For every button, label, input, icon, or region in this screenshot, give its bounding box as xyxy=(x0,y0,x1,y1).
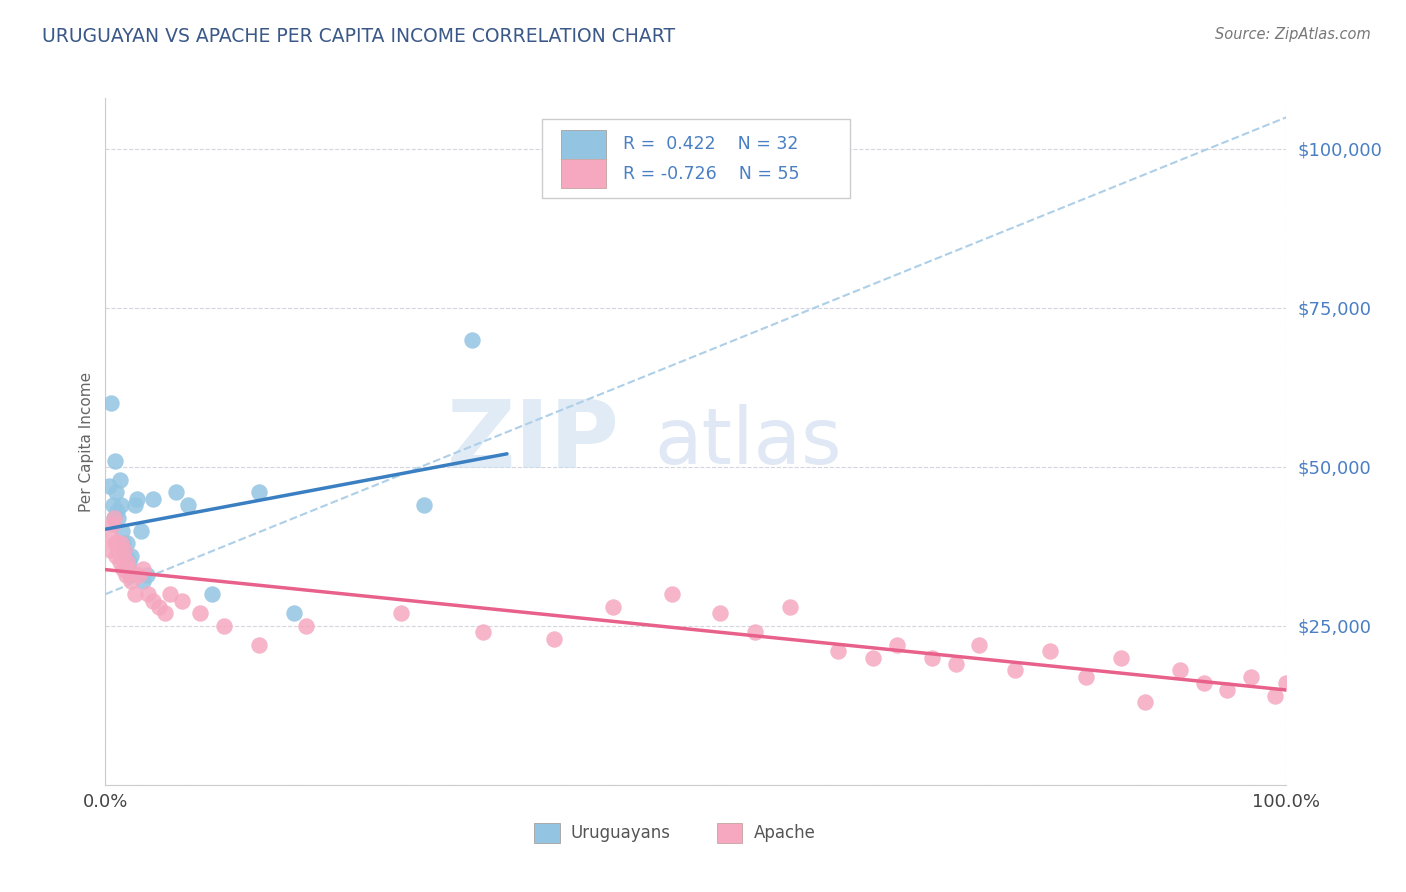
Point xyxy=(103,511,125,525)
Point xyxy=(136,587,159,601)
Point xyxy=(111,524,134,538)
Point xyxy=(112,542,135,557)
Text: Source: ZipAtlas.com: Source: ZipAtlas.com xyxy=(1215,27,1371,42)
Point xyxy=(132,574,155,589)
Point xyxy=(124,498,146,512)
Text: Uruguayans: Uruguayans xyxy=(571,824,671,842)
Bar xyxy=(543,119,849,198)
Point xyxy=(110,536,132,550)
Text: URUGUAYAN VS APACHE PER CAPITA INCOME CORRELATION CHART: URUGUAYAN VS APACHE PER CAPITA INCOME CO… xyxy=(42,27,675,45)
Point xyxy=(111,549,134,563)
Point xyxy=(142,593,165,607)
Point xyxy=(100,396,122,410)
Point xyxy=(100,530,122,544)
Point xyxy=(142,491,165,506)
Point xyxy=(124,587,146,601)
Point xyxy=(103,511,125,525)
Point xyxy=(101,517,124,532)
Point xyxy=(1240,670,1263,684)
Point xyxy=(98,479,121,493)
Point xyxy=(107,542,129,557)
Bar xyxy=(561,129,606,159)
Point xyxy=(1004,664,1026,678)
Point xyxy=(969,638,991,652)
Point xyxy=(602,599,624,614)
Point xyxy=(114,549,136,563)
Text: R = -0.726    N = 55: R = -0.726 N = 55 xyxy=(623,165,799,183)
Point xyxy=(177,498,200,512)
Point xyxy=(108,473,131,487)
Point xyxy=(115,555,138,569)
Point xyxy=(104,536,127,550)
Text: ZIP: ZIP xyxy=(446,395,619,488)
Point xyxy=(112,542,135,557)
Text: R =  0.422    N = 32: R = 0.422 N = 32 xyxy=(623,136,799,153)
Point xyxy=(114,568,136,582)
Point xyxy=(1133,695,1156,709)
Point xyxy=(709,607,731,621)
Point xyxy=(117,562,139,576)
Bar xyxy=(561,160,606,188)
Point xyxy=(112,562,135,576)
Point xyxy=(413,498,436,512)
Point xyxy=(107,511,129,525)
Point xyxy=(112,536,135,550)
Text: Apache: Apache xyxy=(754,824,815,842)
Point xyxy=(128,568,150,582)
Point xyxy=(1216,682,1239,697)
Point xyxy=(129,524,152,538)
Point xyxy=(1192,676,1215,690)
Point xyxy=(105,536,128,550)
Point xyxy=(135,568,157,582)
Point xyxy=(827,644,849,658)
Point xyxy=(132,562,155,576)
Point xyxy=(1074,670,1097,684)
Point xyxy=(779,599,801,614)
Point xyxy=(1039,644,1062,658)
Point xyxy=(1264,689,1286,703)
Point xyxy=(862,650,884,665)
Point xyxy=(295,619,318,633)
Point xyxy=(120,549,142,563)
Point xyxy=(389,607,412,621)
Point xyxy=(101,498,124,512)
Point xyxy=(945,657,967,672)
Point xyxy=(172,593,194,607)
Point xyxy=(543,632,565,646)
Point xyxy=(98,542,121,557)
Point xyxy=(201,587,224,601)
Point xyxy=(148,599,170,614)
Point xyxy=(1168,664,1191,678)
Point xyxy=(472,625,495,640)
Point xyxy=(212,619,235,633)
Point xyxy=(165,485,187,500)
Point xyxy=(188,607,211,621)
Y-axis label: Per Capita Income: Per Capita Income xyxy=(79,371,94,512)
Point xyxy=(118,562,141,576)
Point xyxy=(104,453,127,467)
Point xyxy=(127,491,149,506)
Point xyxy=(105,504,128,518)
Point xyxy=(108,555,131,569)
Point xyxy=(886,638,908,652)
Point xyxy=(460,333,482,347)
Point xyxy=(120,568,142,582)
Point xyxy=(105,485,128,500)
Point xyxy=(1275,676,1298,690)
Point xyxy=(1109,650,1132,665)
Point xyxy=(921,650,943,665)
Point xyxy=(153,607,176,621)
Point xyxy=(283,607,305,621)
Point xyxy=(744,625,766,640)
Point xyxy=(115,536,138,550)
Text: atlas: atlas xyxy=(655,403,842,480)
Point xyxy=(120,574,142,589)
Point xyxy=(105,549,128,563)
Point xyxy=(110,498,132,512)
Point xyxy=(118,555,141,569)
Point xyxy=(159,587,181,601)
Point xyxy=(247,638,270,652)
Point xyxy=(661,587,683,601)
Point xyxy=(247,485,270,500)
